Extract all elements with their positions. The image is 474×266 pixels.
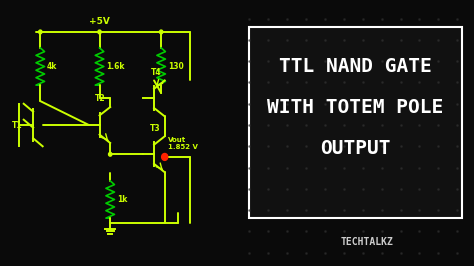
- Text: Vout
1.852 V: Vout 1.852 V: [168, 137, 198, 150]
- Circle shape: [159, 30, 163, 34]
- Text: +5V: +5V: [89, 17, 110, 26]
- Text: 4k: 4k: [47, 62, 57, 71]
- Text: T1: T1: [12, 120, 22, 130]
- Text: 1k: 1k: [117, 195, 127, 204]
- Text: OUTPUT: OUTPUT: [320, 139, 391, 159]
- Circle shape: [162, 153, 168, 160]
- Text: TTL NAND GATE: TTL NAND GATE: [279, 57, 432, 76]
- Text: T2: T2: [95, 94, 106, 103]
- FancyBboxPatch shape: [249, 27, 462, 218]
- Text: T3: T3: [150, 124, 160, 133]
- Text: WITH TOTEM POLE: WITH TOTEM POLE: [267, 98, 444, 117]
- Circle shape: [39, 30, 42, 34]
- Text: 1.6k: 1.6k: [106, 62, 125, 71]
- Text: T4: T4: [151, 68, 162, 77]
- Text: 130: 130: [168, 62, 183, 71]
- Circle shape: [109, 152, 112, 156]
- Text: TECHTALKZ: TECHTALKZ: [341, 237, 394, 247]
- Circle shape: [98, 30, 101, 34]
